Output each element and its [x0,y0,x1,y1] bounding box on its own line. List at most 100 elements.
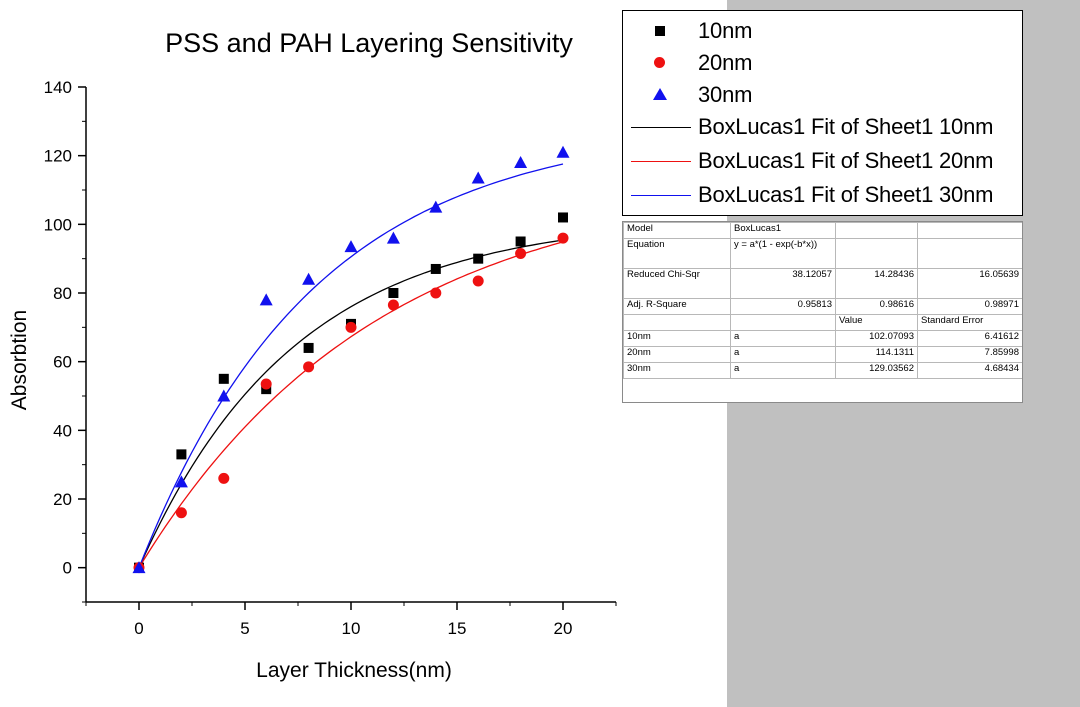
point-20nm [515,248,527,260]
legend-item-fit-2-label: BoxLucas1 Fit of Sheet1 20nm [698,148,994,173]
point-10nm [303,342,314,353]
point-30nm [259,293,273,306]
point-30nm [471,171,485,184]
point-10nm [515,236,526,247]
point-30nm [514,156,528,169]
table-cell [917,238,1022,269]
point-30nm [217,389,231,402]
table-cell [730,314,836,331]
fit-curve-3 [138,163,564,568]
point-10nm [430,263,441,274]
point-20nm [430,287,442,299]
table-cell [623,314,731,331]
table-cell: 20nm [623,346,731,363]
table-cell: 30nm [623,362,731,379]
table-row: Value Standard Error [623,314,1022,331]
data-points [132,145,570,574]
point-20nm [472,275,484,287]
table-cell: 7.85998 [917,346,1022,363]
point-20nm [260,378,272,390]
table-cell: a [730,346,836,363]
x-axis-label: Layer Thickness(nm) [256,659,452,682]
point-20nm [218,472,230,484]
y-tick-label: 60 [53,353,72,372]
point-30nm [556,145,570,158]
table-cell: 129.03562 [835,362,918,379]
fit-curve-2 [138,241,564,569]
axes-group: 0 20 40 60 80 100 120 140 0 5 10 15 20 [44,78,617,638]
table-cell: 0.95813 [730,298,836,315]
triangle-marker-icon [653,88,667,100]
legend-item-fit-3-label: BoxLucas1 Fit of Sheet1 30nm [698,182,994,207]
point-20nm [345,321,357,333]
table-cell: Adj. R-Square [623,298,731,315]
point-30nm [344,240,358,253]
chart-title: PSS and PAH Layering Sensitivity [165,28,573,58]
line-swatch-icon [631,127,691,128]
y-tick-label: 40 [53,421,72,440]
y-tick-label: 20 [53,490,72,509]
table-cell: 102.07093 [835,330,918,347]
table-cell: Model [623,222,731,239]
legend-item-series-2-label: 20nm [698,50,753,75]
table-cell [835,222,918,239]
legend-item-fit-2: BoxLucas1 Fit of Sheet1 20nm [623,147,1022,177]
point-20nm [557,232,569,244]
y-tick-label: 0 [63,559,72,578]
table-cell: 114.1311 [835,346,918,363]
table-cell: 0.98616 [835,298,918,315]
table-cell: a [730,362,836,379]
fit-curve-1 [138,239,564,568]
line-swatch-icon [631,195,691,196]
legend-item-series-1-label: 10nm [698,18,753,43]
table-cell: Value [835,314,918,331]
point-30nm [429,200,443,213]
table-cell: Reduced Chi-Sqr [623,268,731,299]
y-tick-label: 100 [44,215,72,234]
legend-item-fit-3: BoxLucas1 Fit of Sheet1 30nm [623,181,1022,211]
table-cell [835,238,918,269]
fit-results-table: Model BoxLucas1 Equation y = a*(1 - exp(-b*… [622,221,1023,403]
legend-item-series-3: 30nm [623,81,1022,111]
table-row: 30nm a 129.03562 4.68434 [623,362,1022,379]
legend-item-fit-1: BoxLucas1 Fit of Sheet1 10nm [623,113,1022,143]
square-marker-icon [655,26,665,36]
point-20nm [175,507,187,519]
point-20nm [387,299,399,311]
y-axis-label: Absorbtion [8,310,31,410]
table-cell: y = a*(1 - exp(-b*x)) [730,238,836,269]
table-cell: a [730,330,836,347]
table-cell: 0.98971 [917,298,1022,315]
table-cell: 38.12057 [730,268,836,299]
legend-item-fit-1-label: BoxLucas1 Fit of Sheet1 10nm [698,114,994,139]
legend-item-series-2: 20nm [623,49,1022,79]
table-cell [917,222,1022,239]
y-tick-label: 80 [53,284,72,303]
point-10nm [218,373,229,384]
table-row: Model BoxLucas1 [623,222,1022,239]
point-30nm [174,475,188,488]
x-tick-label: 0 [134,619,143,638]
table-row: Adj. R-Square 0.95813 0.98616 0.98971 [623,298,1022,315]
point-10nm [558,212,568,223]
line-swatch-icon [631,161,691,162]
legend: 10nm 20nm 30nm BoxLucas1 Fit of Sheet1 10nm… [622,10,1023,216]
x-tick-label: 20 [554,619,573,638]
table-cell: BoxLucas1 [730,222,836,239]
table-row: 20nm a 114.1311 7.85998 [623,346,1022,363]
x-tick-label: 5 [240,619,249,638]
legend-item-series-1: 10nm [623,17,1022,47]
point-30nm [302,272,316,285]
table-row: Reduced Chi-Sqr 38.12057 14.28436 16.05639 [623,268,1022,299]
circle-marker-icon [654,57,665,68]
table-cell: Standard Error [917,314,1022,331]
x-tick-label: 15 [448,619,467,638]
table-cell: 16.05639 [917,268,1022,299]
fit-curves [138,163,564,569]
table-cell: 4.68434 [917,362,1022,379]
legend-item-series-3-label: 30nm [698,82,753,107]
point-10nm [473,253,484,264]
table-row: 10nm a 102.07093 6.41612 [623,330,1022,347]
table-cell: 10nm [623,330,731,347]
point-20nm [303,361,315,373]
